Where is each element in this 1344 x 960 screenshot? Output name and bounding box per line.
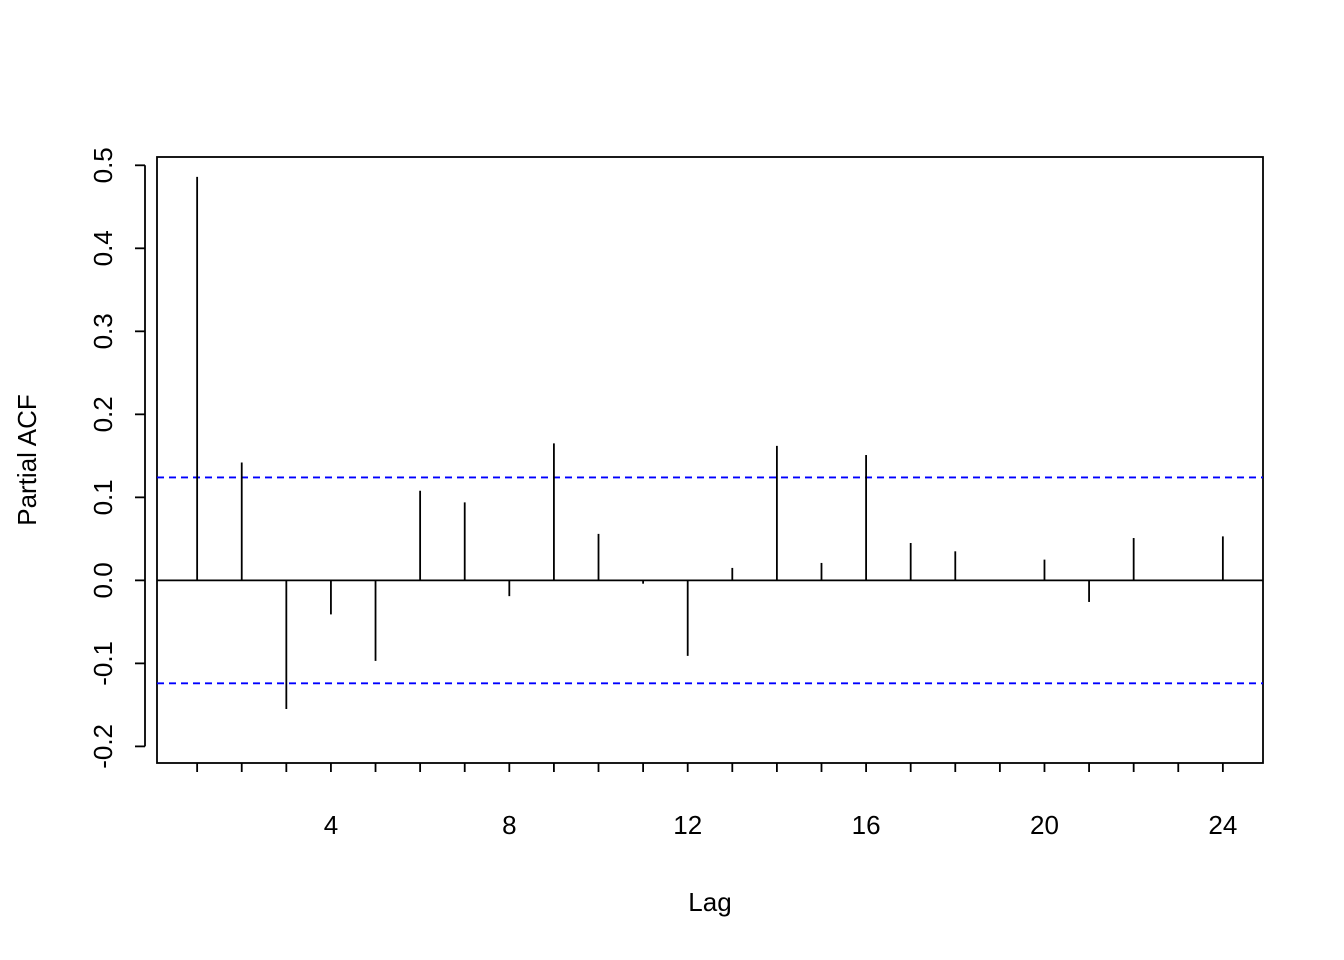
y-tick-label: 0.0 xyxy=(88,562,118,598)
x-axis-title: Lag xyxy=(688,887,731,917)
x-tick-label: 8 xyxy=(502,810,516,840)
x-tick-label: 4 xyxy=(324,810,338,840)
pacf-spikes xyxy=(196,176,1224,710)
plot-frame xyxy=(156,156,1264,764)
x-tick-label: 24 xyxy=(1208,810,1237,840)
y-tick-label: -0.1 xyxy=(88,641,118,686)
y-tick-label: 0.1 xyxy=(88,479,118,515)
y-tick-label: 0.2 xyxy=(88,396,118,432)
y-tick-label: 0.5 xyxy=(88,147,118,183)
x-tick-label: 16 xyxy=(852,810,881,840)
y-tick-label: -0.2 xyxy=(88,724,118,769)
y-axis-ticks: -0.2 -0.1 0.0 0.1 0.2 0.3 0.4 0.5 xyxy=(88,147,145,769)
x-tick-label: 20 xyxy=(1030,810,1059,840)
y-axis-title: Partial ACF xyxy=(12,394,42,526)
y-tick-label: 0.3 xyxy=(88,313,118,349)
x-tick-label: 12 xyxy=(673,810,702,840)
x-axis-ticks: 4 8 12 16 20 24 xyxy=(196,763,1237,840)
y-tick-label: 0.4 xyxy=(88,230,118,266)
